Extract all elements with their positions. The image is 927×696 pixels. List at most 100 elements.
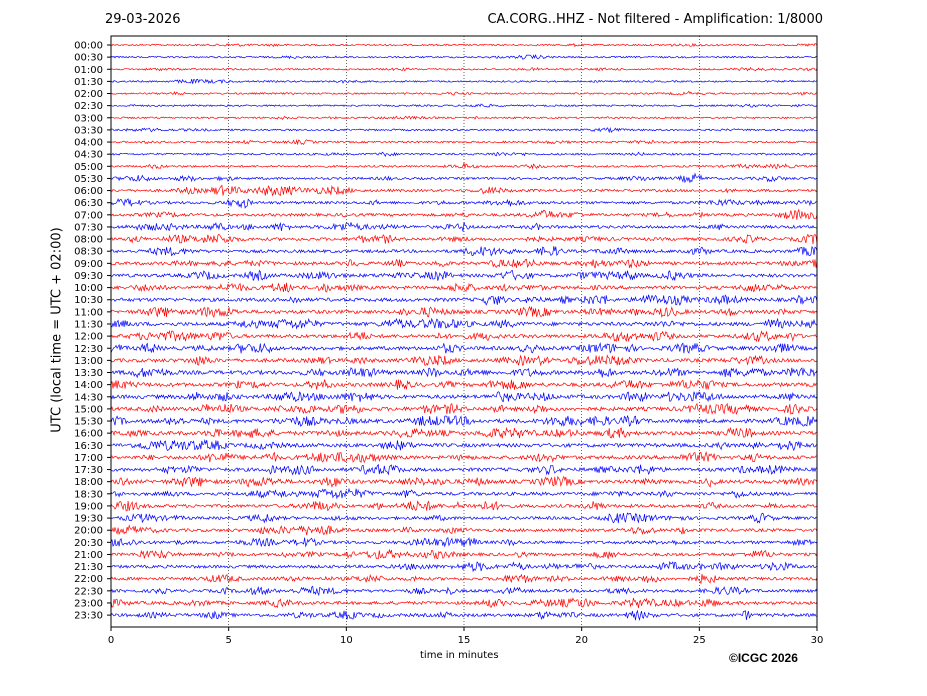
trace-line bbox=[110, 184, 818, 197]
x-tick-label: 0 bbox=[108, 635, 114, 646]
trace-line bbox=[110, 524, 818, 536]
y-tick-label: 18:00 bbox=[74, 477, 103, 488]
y-tick-label: 13:30 bbox=[74, 368, 103, 379]
trace-line bbox=[110, 573, 818, 585]
y-tick-label: 01:00 bbox=[74, 65, 103, 76]
trace-line bbox=[110, 115, 818, 120]
trace-line bbox=[110, 90, 818, 96]
y-tick-label: 23:00 bbox=[74, 598, 103, 609]
y-tick-label: 08:30 bbox=[74, 247, 103, 258]
y-tick-label: 05:30 bbox=[74, 174, 103, 185]
y-tick-label: 15:30 bbox=[74, 417, 103, 428]
y-tick-label: 12:00 bbox=[74, 332, 103, 343]
trace-line bbox=[110, 560, 818, 573]
x-tick-label: 20 bbox=[575, 635, 588, 646]
y-tick-label: 20:00 bbox=[74, 526, 103, 537]
y-tick-label: 20:30 bbox=[74, 538, 103, 549]
trace-line bbox=[110, 78, 818, 85]
seismic-traces bbox=[110, 42, 818, 621]
y-tick-label: 09:00 bbox=[74, 259, 103, 270]
trace-line bbox=[110, 198, 818, 209]
trace-line bbox=[110, 548, 818, 560]
y-tick-label: 22:00 bbox=[74, 574, 103, 585]
trace-line bbox=[110, 475, 818, 488]
y-tick-label: 14:30 bbox=[74, 392, 103, 403]
trace-line bbox=[110, 258, 818, 269]
trace-line bbox=[110, 233, 818, 245]
trace-line bbox=[110, 294, 818, 306]
trace-line bbox=[110, 512, 818, 524]
y-tick-label: 21:00 bbox=[74, 550, 103, 561]
y-tick-label: 07:30 bbox=[74, 222, 103, 233]
trace-line bbox=[110, 597, 818, 609]
trace-line bbox=[110, 463, 818, 476]
trace-line bbox=[110, 245, 818, 257]
y-tick-label: 10:00 bbox=[74, 283, 103, 294]
trace-line bbox=[110, 42, 818, 48]
y-tick-label: 17:30 bbox=[74, 465, 103, 476]
y-tick-label: 06:30 bbox=[74, 198, 103, 209]
trace-line bbox=[110, 329, 818, 343]
plot-frame bbox=[110, 35, 818, 628]
x-axis-label: time in minutes bbox=[420, 650, 499, 661]
y-tick-label: 04:00 bbox=[74, 138, 103, 149]
y-tick-label: 17:00 bbox=[74, 453, 103, 464]
trace-line bbox=[110, 66, 818, 72]
y-tick-label: 09:30 bbox=[74, 271, 103, 282]
y-tick-label: 10:30 bbox=[74, 295, 103, 306]
trace-line bbox=[110, 402, 818, 416]
y-tick-label: 03:30 bbox=[74, 125, 103, 136]
y-tick-label: 04:30 bbox=[74, 150, 103, 161]
y-tick-label: 22:30 bbox=[74, 586, 103, 597]
trace-line bbox=[110, 609, 818, 621]
y-tick-label: 00:00 bbox=[74, 41, 103, 52]
copyright-label: ©ICGC 2026 bbox=[729, 651, 798, 665]
trace-line bbox=[110, 172, 818, 184]
trace-line bbox=[110, 536, 818, 548]
x-axis-ticks: 0 5 10 15 20 25 30 bbox=[108, 627, 824, 646]
trace-line bbox=[110, 487, 818, 500]
trace-line bbox=[110, 354, 818, 367]
trace-line bbox=[110, 269, 818, 282]
trace-line bbox=[110, 391, 818, 403]
x-tick-label: 25 bbox=[693, 635, 706, 646]
y-tick-label: 19:00 bbox=[74, 501, 103, 512]
chart-title: CA.CORG..HHZ - Not filtered - Amplificat… bbox=[487, 12, 823, 27]
trace-line bbox=[110, 161, 818, 170]
y-tick-label: 08:00 bbox=[74, 235, 103, 246]
trace-line bbox=[110, 414, 818, 427]
y-tick-label: 07:00 bbox=[74, 210, 103, 221]
trace-line bbox=[110, 585, 818, 597]
y-tick-label: 00:30 bbox=[74, 53, 103, 64]
grid-lines bbox=[228, 36, 700, 627]
x-tick-label: 5 bbox=[225, 635, 231, 646]
trace-line bbox=[110, 426, 818, 439]
x-tick-label: 30 bbox=[811, 635, 824, 646]
y-tick-label: 13:00 bbox=[74, 356, 103, 367]
trace-line bbox=[110, 54, 818, 60]
y-tick-label: 16:00 bbox=[74, 429, 103, 440]
y-axis-ticks: 00:0000:3001:0001:3002:0002:3003:0003:30… bbox=[74, 41, 111, 622]
y-tick-label: 19:30 bbox=[74, 514, 103, 525]
trace-line bbox=[110, 208, 818, 220]
y-tick-label: 16:30 bbox=[74, 441, 103, 452]
y-tick-label: 02:30 bbox=[74, 101, 103, 112]
trace-line bbox=[110, 282, 818, 293]
x-tick-label: 15 bbox=[458, 635, 471, 646]
y-tick-label: 15:00 bbox=[74, 404, 103, 415]
y-tick-label: 06:00 bbox=[74, 186, 103, 197]
y-tick-label: 23:30 bbox=[74, 611, 103, 622]
trace-line bbox=[110, 341, 818, 354]
y-tick-label: 11:30 bbox=[74, 319, 103, 330]
trace-line bbox=[110, 221, 818, 232]
trace-line bbox=[110, 103, 818, 108]
y-tick-label: 05:00 bbox=[74, 162, 103, 173]
y-tick-label: 01:30 bbox=[74, 77, 103, 88]
y-tick-label: 12:30 bbox=[74, 344, 103, 355]
y-tick-label: 03:00 bbox=[74, 113, 103, 124]
y-tick-label: 14:00 bbox=[74, 380, 103, 391]
trace-line bbox=[110, 439, 818, 452]
trace-line bbox=[110, 450, 818, 464]
trace-line bbox=[110, 500, 818, 512]
